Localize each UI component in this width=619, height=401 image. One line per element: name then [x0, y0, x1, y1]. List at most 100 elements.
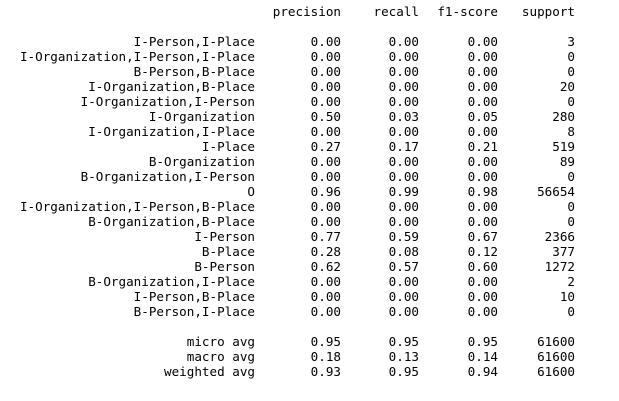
support-cell: 0 — [567, 169, 575, 184]
row-label: B-Organization,B-Place — [88, 214, 255, 229]
recall-cell: 0.59 — [388, 229, 419, 244]
row-label: B-Place — [201, 244, 255, 259]
support-cell: 61600 — [537, 334, 575, 349]
f1-score-cell: 0.00 — [467, 79, 498, 94]
f1-score-cell: 0.00 — [467, 214, 498, 229]
precision-cell: 0.00 — [310, 169, 341, 184]
row-label: B-Organization,I-Person — [80, 169, 255, 184]
f1-score-cell: 0.14 — [467, 349, 498, 364]
table-row: B-Organization,I-Person 0.00 0.00 0.00 0 — [0, 169, 619, 184]
blank-line — [0, 319, 619, 334]
recall-cell: 0.00 — [388, 49, 419, 64]
table-row: I-Organization,I-Person 0.00 0.00 0.00 0 — [0, 94, 619, 109]
f1-score-cell: 0.00 — [467, 124, 498, 139]
average-rows: micro avg 0.95 0.95 0.95 61600 macro avg 0.18 0… — [0, 334, 619, 379]
f1-score-cell: 0.95 — [467, 334, 498, 349]
support-cell: 0 — [567, 49, 575, 64]
average-row: weighted avg 0.93 0.95 0.94 61600 — [0, 364, 619, 379]
row-label: I-Organization,I-Person — [80, 94, 255, 109]
precision-cell: 0.27 — [310, 139, 341, 154]
precision-cell: 0.00 — [310, 79, 341, 94]
recall-cell: 0.00 — [388, 169, 419, 184]
f1-score-cell: 0.98 — [467, 184, 498, 199]
precision-cell: 0.96 — [310, 184, 341, 199]
recall-cell: 0.57 — [388, 259, 419, 274]
precision-cell: 0.00 — [310, 64, 341, 79]
table-row: B-Person,I-Place 0.00 0.00 0.00 0 — [0, 304, 619, 319]
support-cell: 56654 — [537, 184, 575, 199]
row-label: O — [247, 184, 255, 199]
header-precision: precision — [272, 4, 341, 19]
f1-score-cell: 0.00 — [467, 64, 498, 79]
precision-cell: 0.62 — [310, 259, 341, 274]
row-label: I-Organization — [148, 109, 255, 124]
recall-cell: 0.03 — [388, 109, 419, 124]
row-label: weighted avg — [164, 364, 255, 379]
precision-cell: 0.77 — [310, 229, 341, 244]
precision-cell: 0.00 — [310, 304, 341, 319]
f1-score-cell: 0.94 — [467, 364, 498, 379]
recall-cell: 0.00 — [388, 274, 419, 289]
table-row: I-Person 0.77 0.59 0.67 2366 — [0, 229, 619, 244]
support-cell: 61600 — [537, 364, 575, 379]
support-cell: 8 — [567, 124, 575, 139]
f1-score-cell: 0.67 — [467, 229, 498, 244]
table-row: I-Place 0.27 0.17 0.21 519 — [0, 139, 619, 154]
recall-cell: 0.99 — [388, 184, 419, 199]
recall-cell: 0.00 — [388, 34, 419, 49]
support-cell: 0 — [567, 64, 575, 79]
recall-cell: 0.00 — [388, 94, 419, 109]
row-label: I-Person — [194, 229, 255, 244]
support-cell: 280 — [552, 109, 575, 124]
table-row: B-Organization 0.00 0.00 0.00 89 — [0, 154, 619, 169]
support-cell: 0 — [567, 214, 575, 229]
table-row: I-Person,B-Place 0.00 0.00 0.00 10 — [0, 289, 619, 304]
precision-cell: 0.00 — [310, 154, 341, 169]
row-label: I-Organization,I-Person,B-Place — [19, 199, 255, 214]
f1-score-cell: 0.00 — [467, 199, 498, 214]
table-row: B-Person 0.62 0.57 0.60 1272 — [0, 259, 619, 274]
recall-cell: 0.00 — [388, 79, 419, 94]
recall-cell: 0.00 — [388, 214, 419, 229]
precision-cell: 0.00 — [310, 199, 341, 214]
support-cell: 0 — [567, 94, 575, 109]
row-label: I-Organization,I-Person,I-Place — [19, 49, 255, 64]
table-row: I-Organization,I-Person,B-Place 0.00 0.00 0… — [0, 199, 619, 214]
precision-cell: 0.00 — [310, 49, 341, 64]
recall-cell: 0.00 — [388, 154, 419, 169]
row-label: I-Place — [201, 139, 255, 154]
f1-score-cell: 0.00 — [467, 289, 498, 304]
support-cell: 377 — [552, 244, 575, 259]
header-recall: recall — [373, 4, 420, 19]
row-label: I-Organization,I-Place — [88, 124, 255, 139]
precision-cell: 0.00 — [310, 124, 341, 139]
support-cell: 2366 — [544, 229, 575, 244]
f1-score-cell: 0.21 — [467, 139, 498, 154]
precision-cell: 0.95 — [310, 334, 341, 349]
table-row: I-Organization 0.50 0.03 0.05 280 — [0, 109, 619, 124]
row-label: B-Organization,I-Place — [88, 274, 255, 289]
precision-cell: 0.18 — [310, 349, 341, 364]
table-row: I-Person,I-Place 0.00 0.00 0.00 3 — [0, 34, 619, 49]
support-cell: 1272 — [544, 259, 575, 274]
support-cell: 2 — [567, 274, 575, 289]
f1-score-cell: 0.00 — [467, 34, 498, 49]
support-cell: 0 — [567, 304, 575, 319]
row-label: B-Person — [194, 259, 255, 274]
precision-cell: 0.28 — [310, 244, 341, 259]
average-row: macro avg 0.18 0.13 0.14 61600 — [0, 349, 619, 364]
header-row: precision recall f1-score support — [0, 4, 619, 19]
precision-cell: 0.93 — [310, 364, 341, 379]
table-row: I-Organization,I-Place 0.00 0.00 0.00 8 — [0, 124, 619, 139]
support-cell: 61600 — [537, 349, 575, 364]
support-cell: 3 — [567, 34, 575, 49]
recall-cell: 0.17 — [388, 139, 419, 154]
table-row: B-Person,B-Place 0.00 0.00 0.00 0 — [0, 64, 619, 79]
recall-cell: 0.95 — [388, 364, 419, 379]
recall-cell: 0.00 — [388, 199, 419, 214]
average-row: micro avg 0.95 0.95 0.95 61600 — [0, 334, 619, 349]
row-label: I-Organization,B-Place — [88, 79, 255, 94]
blank-line — [0, 19, 619, 34]
table-row: I-Organization,I-Person,I-Place 0.00 0.00 0… — [0, 49, 619, 64]
row-label: macro avg — [186, 349, 255, 364]
